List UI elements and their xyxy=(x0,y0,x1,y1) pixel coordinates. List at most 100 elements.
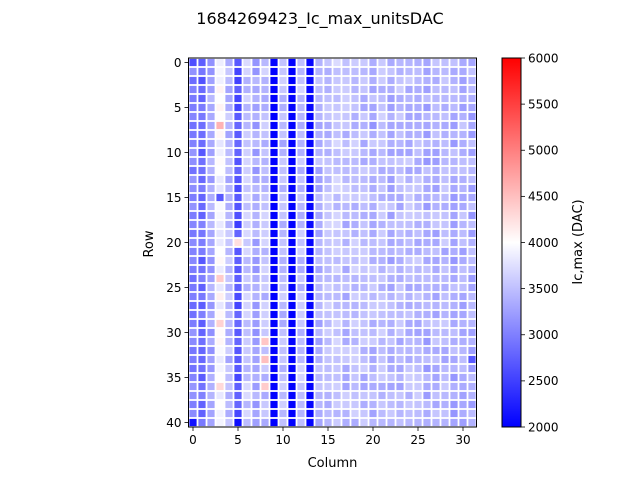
heatmap-cell xyxy=(459,229,467,238)
heatmap-cell xyxy=(243,193,251,202)
heatmap-cell xyxy=(360,346,368,355)
heatmap-cell xyxy=(387,85,395,94)
heatmap-cell xyxy=(378,121,386,130)
colorbar-tick-label: 6000 xyxy=(528,51,559,65)
heatmap-cell xyxy=(243,328,251,337)
heatmap-cell xyxy=(432,319,440,328)
heatmap-cell xyxy=(333,121,341,130)
heatmap-cell xyxy=(423,67,431,76)
heatmap-cell xyxy=(423,103,431,112)
heatmap-cell xyxy=(387,175,395,184)
heatmap-cell xyxy=(333,319,341,328)
heatmap-cell xyxy=(270,346,278,355)
heatmap-cell xyxy=(378,202,386,211)
heatmap-cell xyxy=(324,256,332,265)
heatmap-cell xyxy=(297,139,305,148)
heatmap-cell xyxy=(414,85,422,94)
heatmap-cell xyxy=(378,373,386,382)
heatmap-cell xyxy=(234,301,242,310)
heatmap-cell xyxy=(306,256,314,265)
heatmap-cell xyxy=(450,94,458,103)
heatmap-cell xyxy=(360,373,368,382)
heatmap-cell xyxy=(243,148,251,157)
heatmap-cell xyxy=(297,76,305,85)
heatmap-cell xyxy=(342,85,350,94)
heatmap-cell xyxy=(360,121,368,130)
heatmap-cell xyxy=(243,130,251,139)
heatmap-cell xyxy=(369,382,377,391)
heatmap-cell xyxy=(315,283,323,292)
heatmap-cell xyxy=(441,310,449,319)
heatmap-cell xyxy=(450,112,458,121)
heatmap-cell xyxy=(450,166,458,175)
heatmap-cell xyxy=(468,391,476,400)
heatmap-cell xyxy=(207,400,215,409)
heatmap-cell xyxy=(324,373,332,382)
heatmap-cell xyxy=(342,400,350,409)
heatmap-cell xyxy=(342,382,350,391)
heatmap-cell xyxy=(432,85,440,94)
heatmap-cell xyxy=(261,112,269,121)
heatmap-cell xyxy=(225,184,233,193)
heatmap-cell xyxy=(252,184,260,193)
heatmap-cell xyxy=(270,364,278,373)
heatmap-cell xyxy=(387,337,395,346)
heatmap-cell xyxy=(396,400,404,409)
x-tick-label: 5 xyxy=(234,433,242,447)
heatmap-cell xyxy=(270,265,278,274)
heatmap-cell xyxy=(333,58,341,67)
heatmap-cell xyxy=(207,220,215,229)
heatmap-cell xyxy=(423,400,431,409)
heatmap-cell xyxy=(378,103,386,112)
heatmap-cell xyxy=(207,103,215,112)
heatmap-cell xyxy=(207,382,215,391)
heatmap-cell xyxy=(423,247,431,256)
heatmap-cell xyxy=(369,121,377,130)
heatmap-cell xyxy=(387,94,395,103)
heatmap-cell xyxy=(198,229,206,238)
heatmap-cell xyxy=(198,418,206,427)
heatmap-cell xyxy=(378,130,386,139)
heatmap-cell xyxy=(279,409,287,418)
heatmap-cell xyxy=(270,121,278,130)
heatmap-cell xyxy=(378,418,386,427)
heatmap-cell xyxy=(207,193,215,202)
heatmap-cell xyxy=(225,382,233,391)
heatmap-cell xyxy=(441,337,449,346)
heatmap-cell xyxy=(432,166,440,175)
heatmap-cell xyxy=(396,301,404,310)
heatmap-cell xyxy=(252,220,260,229)
heatmap-cell xyxy=(351,202,359,211)
heatmap-cell xyxy=(459,121,467,130)
heatmap-cell xyxy=(288,139,296,148)
heatmap-cell xyxy=(279,139,287,148)
heatmap-cell xyxy=(405,247,413,256)
heatmap-cell xyxy=(468,319,476,328)
heatmap-cell xyxy=(270,229,278,238)
heatmap-cell xyxy=(243,220,251,229)
heatmap-cell xyxy=(198,256,206,265)
heatmap-cell xyxy=(351,58,359,67)
heatmap-cell xyxy=(198,103,206,112)
heatmap-cell xyxy=(252,265,260,274)
heatmap-cell xyxy=(270,166,278,175)
heatmap-cell xyxy=(432,121,440,130)
heatmap-cell xyxy=(306,148,314,157)
heatmap-cell xyxy=(189,391,197,400)
heatmap-cell xyxy=(468,139,476,148)
heatmap-cell xyxy=(450,247,458,256)
heatmap-cell xyxy=(468,148,476,157)
heatmap-cell xyxy=(243,175,251,184)
heatmap-cell xyxy=(432,130,440,139)
heatmap-cell xyxy=(189,202,197,211)
heatmap-cell xyxy=(351,319,359,328)
heatmap-cell xyxy=(414,148,422,157)
heatmap-cell xyxy=(414,238,422,247)
heatmap-cell xyxy=(288,247,296,256)
heatmap-cell xyxy=(432,418,440,427)
heatmap-cell xyxy=(207,112,215,121)
colorbar-tick-label: 3500 xyxy=(528,282,559,296)
heatmap-cell xyxy=(378,175,386,184)
heatmap-cell xyxy=(198,184,206,193)
heatmap-cell xyxy=(414,175,422,184)
